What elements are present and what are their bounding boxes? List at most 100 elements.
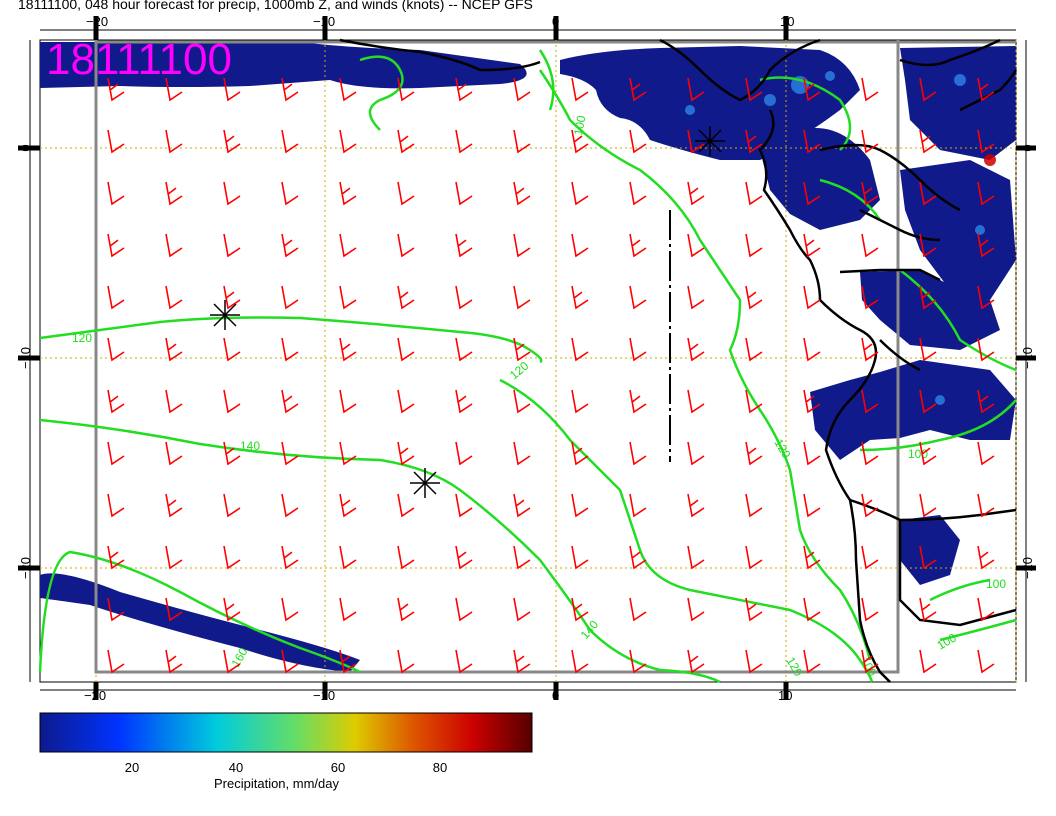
wind-barb-icon xyxy=(397,233,415,258)
colorbar-label: Precipitation, mm/day xyxy=(214,776,339,791)
precip-light-cells xyxy=(685,71,996,405)
wind-barb-icon xyxy=(977,389,995,414)
wind-barb-icon xyxy=(629,285,647,310)
wind-barb-icon xyxy=(861,337,879,362)
wind-barb-icon xyxy=(629,233,647,258)
wind-barb-icon xyxy=(571,441,589,466)
precip-cell xyxy=(954,74,966,86)
wind-barb-icon xyxy=(107,597,125,622)
wind-barb-icon xyxy=(455,285,473,310)
wind-barb-icon xyxy=(281,337,299,362)
wind-barb-icon xyxy=(977,597,995,622)
wind-barb-icon xyxy=(687,649,705,674)
wind-barb-icon xyxy=(281,649,299,674)
wind-barb-icon xyxy=(339,285,357,310)
wind-barb-icon xyxy=(455,337,473,362)
wind-barb-icon xyxy=(745,233,763,258)
lon-label-bottom-minus10: −10 xyxy=(313,688,335,703)
wind-barb-icon xyxy=(455,597,473,622)
wind-barb-icon xyxy=(803,389,821,414)
wind-barb-icon xyxy=(571,337,589,362)
wind-barb-icon xyxy=(977,441,995,466)
wind-barb-icon xyxy=(281,441,299,466)
wind-barb-icon xyxy=(281,129,299,154)
colorbar-tick: 80 xyxy=(432,760,448,775)
wind-barb-icon xyxy=(745,545,763,570)
contour-100-east xyxy=(859,399,1017,452)
wind-barb-icon xyxy=(397,493,415,518)
wind-barb-icon xyxy=(107,649,125,674)
wind-barb-icon xyxy=(977,545,995,570)
lon-label-bottom-10: 10 xyxy=(778,688,792,703)
wind-barb-icon xyxy=(571,597,589,622)
wind-barb-icon xyxy=(397,389,415,414)
wind-barb-icon xyxy=(571,389,589,414)
wind-barb-icon xyxy=(745,285,763,310)
wind-barb-icon xyxy=(629,649,647,674)
wind-barb-icon xyxy=(571,233,589,258)
wind-barb-icon xyxy=(803,545,821,570)
wind-barb-icon xyxy=(629,129,647,154)
wind-barb-icon xyxy=(629,441,647,466)
wind-barb-icon xyxy=(223,77,241,102)
wind-barb-icon xyxy=(223,441,241,466)
precip-blob-colombia xyxy=(760,128,880,230)
wind-barb-icon xyxy=(977,649,995,674)
wind-barb-icon xyxy=(977,233,995,258)
wind-barb-icon xyxy=(687,337,705,362)
low-markers xyxy=(210,126,725,498)
coastline-south-america-west xyxy=(758,109,891,683)
wind-barb-icon xyxy=(397,129,415,154)
wind-barb-icon xyxy=(861,597,879,622)
wind-barb-icon xyxy=(513,181,531,206)
wind-barb-icon xyxy=(165,337,183,362)
wind-barb-icon xyxy=(571,77,589,102)
wind-barb-icon xyxy=(513,285,531,310)
frame-lines xyxy=(29,29,1027,691)
wind-barb-icon xyxy=(803,441,821,466)
colorbar-tick: 40 xyxy=(228,760,244,775)
map-title: 18111100, 048 hour forecast for precip, … xyxy=(18,0,533,12)
contour-label-100: 100 xyxy=(571,114,588,136)
map-frame xyxy=(39,39,1017,683)
wind-barb-icon xyxy=(339,389,357,414)
precip-blob-gulf xyxy=(560,46,860,160)
wind-barb-icon xyxy=(513,233,531,258)
wind-barb-icon xyxy=(165,493,183,518)
wind-barb-icon xyxy=(339,233,357,258)
wind-barbs xyxy=(107,77,995,674)
wind-barb-icon xyxy=(107,337,125,362)
wind-barb-icon xyxy=(281,493,299,518)
wind-barb-icon xyxy=(861,129,879,154)
wind-barb-icon xyxy=(977,77,995,102)
wind-barb-icon xyxy=(803,649,821,674)
wind-barb-icon xyxy=(455,389,473,414)
precip-cell xyxy=(825,71,835,81)
lat-label-right-0: 0 xyxy=(1020,144,1035,151)
wind-barb-icon xyxy=(803,181,821,206)
wind-barb-icon xyxy=(513,389,531,414)
wind-barb-icon xyxy=(455,233,473,258)
wind-barb-icon xyxy=(861,285,879,310)
wind-barb-icon xyxy=(165,649,183,674)
wind-barb-icon xyxy=(745,649,763,674)
wind-barb-icon xyxy=(919,597,937,622)
wind-barb-icon xyxy=(745,337,763,362)
wind-barb-icon xyxy=(165,597,183,622)
axis-ticks xyxy=(18,16,1036,700)
wind-barb-icon xyxy=(687,493,705,518)
wind-barb-icon xyxy=(513,545,531,570)
wind-barb-icon xyxy=(339,597,357,622)
wind-barb-icon xyxy=(165,441,183,466)
wind-barb-icon xyxy=(339,493,357,518)
lat-label-right-minus20: −20 xyxy=(1020,557,1035,579)
wind-barb-icon xyxy=(339,545,357,570)
coastline-north-east xyxy=(899,38,1018,112)
contour-100-southeast xyxy=(929,578,1017,642)
wind-barb-icon xyxy=(745,181,763,206)
contour-100-coast xyxy=(538,69,872,661)
wind-barb-icon xyxy=(687,77,705,102)
precip-blob-north-strip xyxy=(40,42,527,89)
coastline-central-america xyxy=(339,38,821,102)
wind-barb-icon xyxy=(687,389,705,414)
